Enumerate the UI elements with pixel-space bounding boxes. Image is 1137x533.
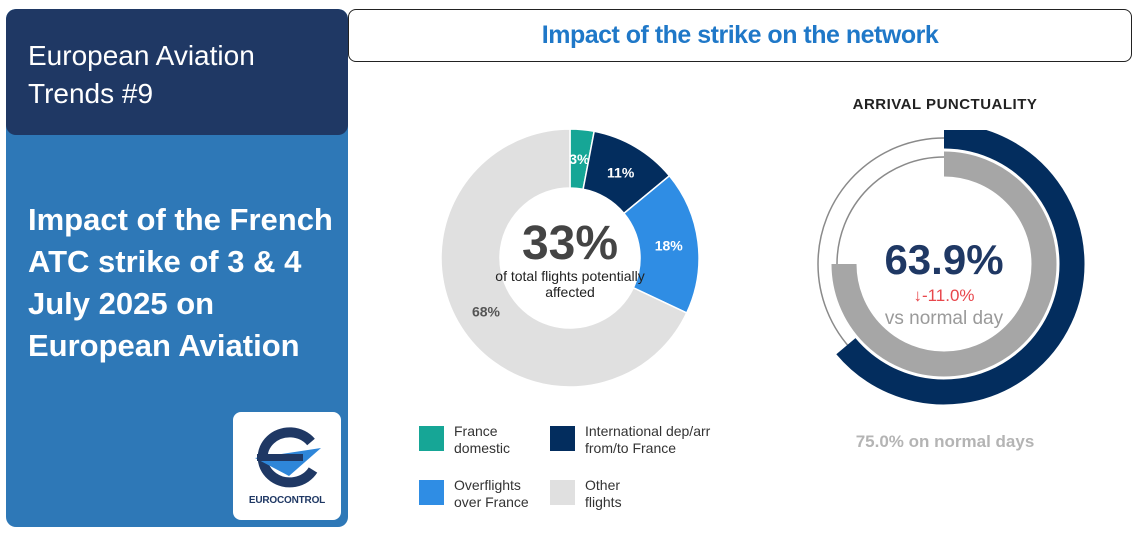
legend-swatch	[550, 426, 575, 451]
section-header: Impact of the strike on the network	[348, 9, 1132, 62]
legend-swatch	[550, 480, 575, 505]
legend-swatch	[419, 480, 444, 505]
left-panel: European Aviation Trends #9 Impact of th…	[6, 9, 348, 527]
series-title: European Aviation Trends #9	[28, 40, 255, 109]
donut-center-value: 33%	[521, 217, 619, 270]
donut-center-caption: of total flights potentially affected	[495, 268, 645, 300]
punctuality-gauge	[817, 130, 1085, 405]
logo-text: EUROCONTROL	[248, 495, 326, 506]
section-title: Impact of the strike on the network	[541, 21, 939, 49]
donut-hole	[500, 188, 640, 328]
donut-slice-label-2: 11%	[607, 164, 635, 180]
punctuality-title: ARRIVAL PUNCTUALITY	[852, 96, 1038, 113]
punctuality-normal-label: 75.0% on normal days	[855, 432, 1035, 451]
punctuality-delta: ↓-11.0%	[913, 286, 975, 305]
legend-label: International dep/arr from/to France	[585, 423, 711, 456]
punctuality-subtitle: vs normal day	[884, 308, 1004, 329]
legend-label: Overflights over France	[454, 477, 529, 510]
gauge-center-disc	[857, 177, 1031, 351]
donut-slice-label-3: 18%	[655, 238, 684, 254]
donut-slice-label-4: 68%	[472, 303, 501, 319]
legend-label: France domestic	[454, 423, 511, 456]
eurocontrol-logo-icon	[255, 427, 321, 488]
legend-swatch	[419, 426, 444, 451]
report-title: Impact of the French ATC strike of 3 & 4…	[28, 202, 333, 363]
legend-label: Other flights	[585, 477, 622, 510]
series-header: European Aviation Trends #9	[6, 9, 348, 135]
punctuality-value: 63.9%	[884, 236, 1004, 283]
gauge-value-arc	[836, 130, 1085, 405]
donut-slice-label-1: 3%	[569, 151, 590, 167]
gauge-normal-arc	[831, 151, 1057, 377]
eurocontrol-logo: EUROCONTROL	[233, 412, 341, 520]
donut-chart: 3% 11% 18% 68%	[440, 128, 700, 388]
